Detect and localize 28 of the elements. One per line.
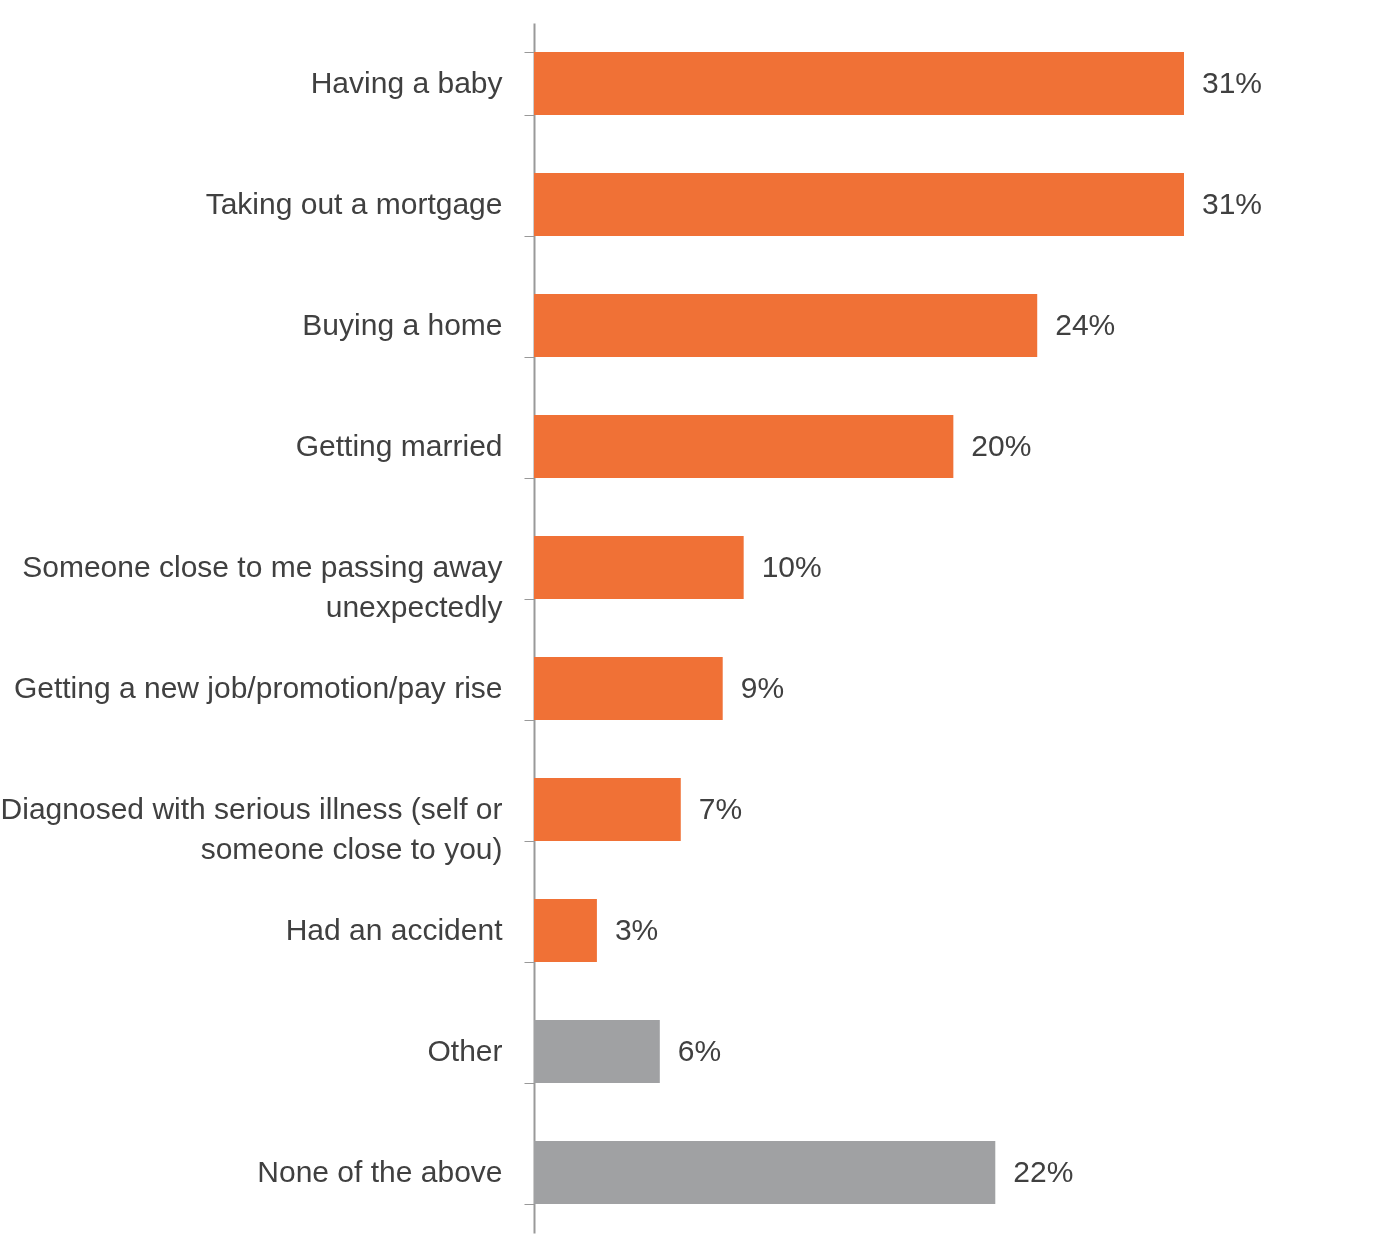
data-label: 3% (614, 912, 659, 946)
y-tick-label: Someone close to me passing away unexpectedly (22, 550, 503, 623)
data-label: 22% (1013, 1154, 1074, 1188)
data-label: 24% (1055, 307, 1116, 341)
y-tick-label: Getting married (295, 429, 503, 462)
data-label: 20% (971, 428, 1032, 462)
data-label: 31% (1202, 65, 1263, 99)
y-tick-label: Taking out a mortgage (205, 187, 503, 220)
bar (534, 415, 954, 478)
bar (534, 294, 1038, 357)
data-label: 6% (677, 1033, 722, 1067)
bar (534, 52, 1184, 115)
y-tick-label: None of the above (257, 1155, 503, 1188)
y-tick-label: Buying a home (302, 308, 503, 341)
bar (534, 657, 723, 720)
bar (534, 173, 1184, 236)
y-tick-label: Getting a new job/promotion/pay rise (13, 671, 503, 704)
y-tick-label: Had an accident (285, 913, 504, 946)
bar (534, 899, 597, 962)
bar (534, 778, 681, 841)
data-label: 10% (761, 549, 822, 583)
data-label: 7% (698, 791, 743, 825)
bar (534, 536, 744, 599)
data-label: 9% (740, 670, 785, 704)
y-tick-label: Other (427, 1034, 503, 1067)
y-tick-label: Diagnosed with serious illness (self or someone close to you) (0, 792, 503, 865)
data-label: 31% (1202, 186, 1263, 220)
y-tick-label: Having a baby (310, 66, 503, 99)
